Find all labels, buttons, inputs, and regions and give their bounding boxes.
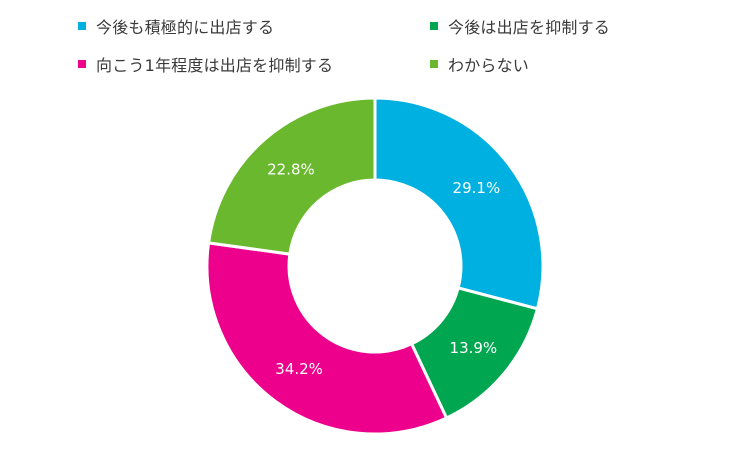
legend-swatch-unknown [430, 60, 438, 68]
donut-slices [205, 96, 545, 436]
donut-slice-aggressive-expansion [373, 96, 545, 311]
legend-swatch-restrain-expansion [430, 22, 438, 30]
chart-legend: 今後も積極的に出店する 今後は出店を抑制する 向こう1年程度は出店を抑制する わ… [78, 14, 678, 76]
legend-item-unknown: わからない [430, 52, 678, 76]
legend-item-restrain-expansion: 今後は出店を抑制する [430, 14, 678, 38]
legend-swatch-restrain-next-year [78, 60, 86, 68]
legend-item-restrain-next-year: 向こう1年程度は出店を抑制する [78, 52, 430, 76]
legend-item-aggressive-expansion: 今後も積極的に出店する [78, 14, 430, 38]
legend-label-unknown: わからない [448, 56, 530, 75]
data-label-unknown: 22.8% [267, 160, 315, 178]
donut-slice-restrain-next-year [205, 241, 449, 436]
donut-slice-unknown [206, 96, 377, 256]
data-label-restrain-next-year: 34.2% [275, 360, 323, 378]
legend-label-aggressive-expansion: 今後も積極的に出店する [96, 18, 275, 37]
data-label-restrain-expansion: 13.9% [450, 339, 498, 357]
legend-label-restrain-expansion: 今後は出店を抑制する [448, 18, 611, 37]
donut-data-labels: 29.1% 13.9% 34.2% 22.8% [267, 160, 500, 378]
legend-swatch-aggressive-expansion [78, 22, 86, 30]
data-label-aggressive-expansion: 29.1% [453, 179, 501, 197]
legend-label-restrain-next-year: 向こう1年程度は出店を抑制する [96, 56, 334, 75]
